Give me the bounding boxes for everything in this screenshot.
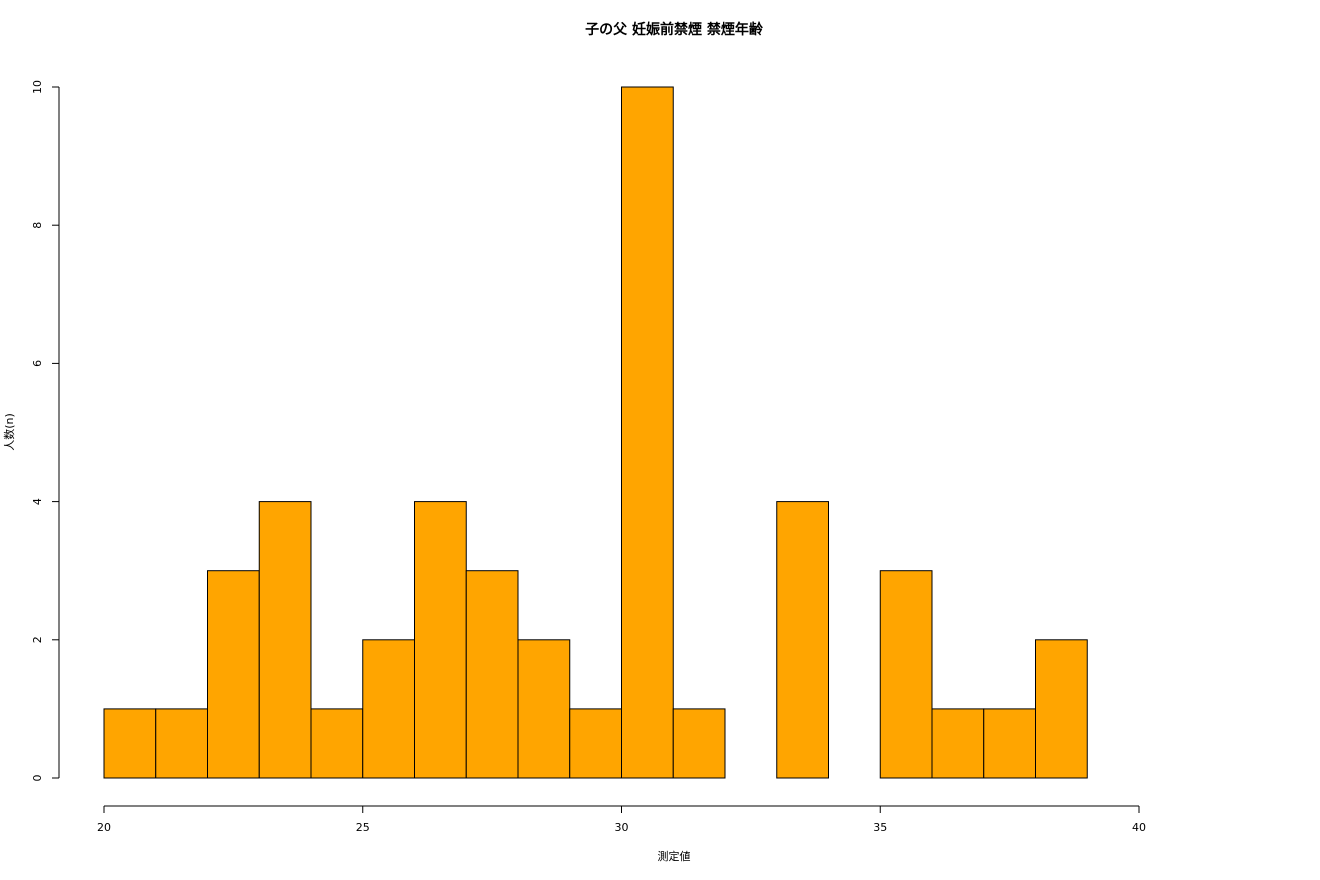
x-tick-label: 25 [356, 821, 370, 834]
bar [310, 708, 364, 779]
x-tick-label: 20 [97, 821, 111, 834]
bar [776, 501, 829, 779]
x-tick-label: 35 [873, 821, 887, 834]
y-tick-label: 6 [31, 360, 44, 367]
y-axis-label: 人数(n) [3, 413, 16, 451]
bar [207, 570, 260, 779]
y-tick-label: 4 [31, 498, 44, 505]
x-axis-label: 測定値 [658, 849, 691, 863]
bar [258, 501, 312, 779]
bar [517, 639, 571, 779]
bar [983, 708, 1036, 779]
x-tick-label: 30 [615, 821, 629, 834]
y-tick-label: 8 [31, 222, 44, 229]
bar [465, 570, 519, 779]
bar [931, 708, 985, 779]
bar [621, 86, 674, 779]
bar [569, 708, 622, 779]
bar [155, 708, 208, 779]
bar [362, 639, 415, 779]
bar [414, 501, 467, 779]
bar [1035, 639, 1088, 779]
y-tick-label: 2 [31, 636, 44, 643]
chart-title: 子の父 妊娠前禁煙 禁煙年齢 [585, 21, 764, 38]
bar [879, 570, 933, 779]
y-tick-label: 0 [31, 775, 44, 782]
x-tick-label: 40 [1132, 821, 1146, 834]
y-tick-label: 10 [31, 80, 44, 94]
bar [103, 708, 157, 779]
bar [672, 708, 726, 779]
